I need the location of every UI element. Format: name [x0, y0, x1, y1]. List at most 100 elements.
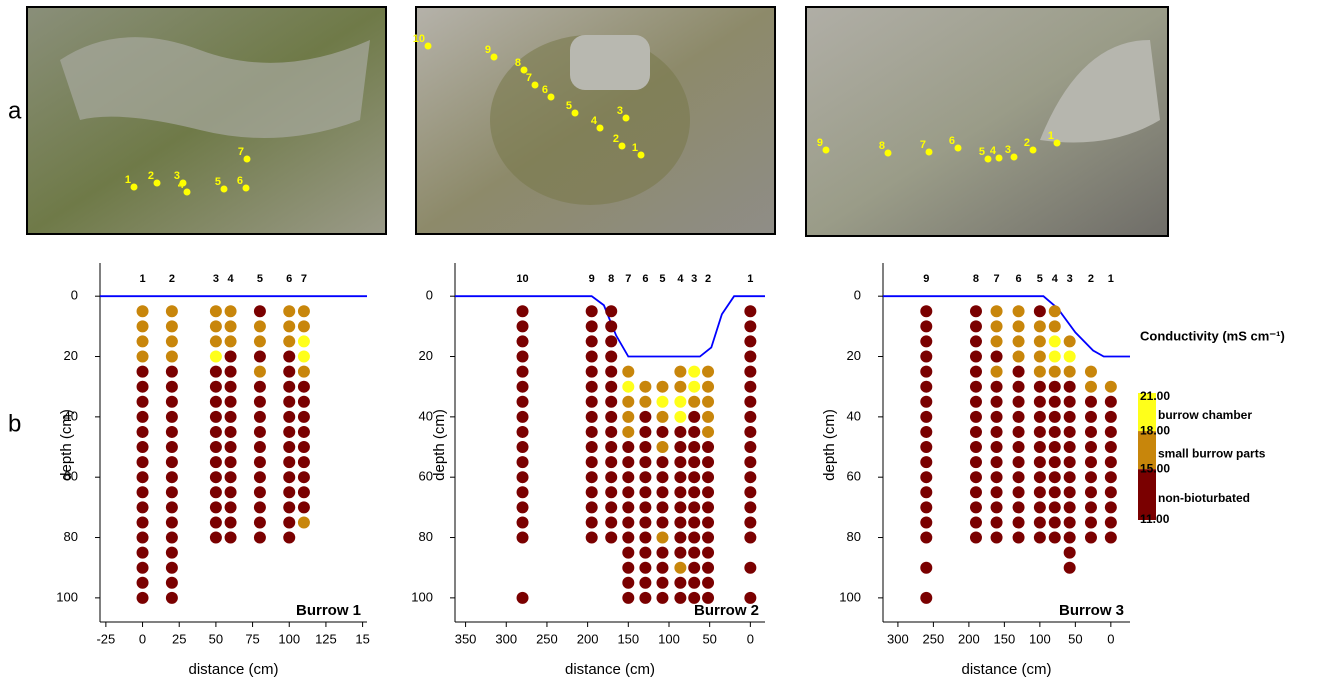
- dot: [639, 486, 652, 499]
- x-tick-label: 25: [172, 631, 186, 646]
- dot: [702, 486, 715, 499]
- dot: [283, 471, 296, 484]
- column-label: 8: [973, 273, 979, 285]
- dot: [702, 425, 715, 438]
- dot: [744, 591, 757, 604]
- dot: [283, 486, 296, 499]
- x-tick-label: 100: [278, 631, 300, 646]
- dot: [136, 335, 149, 348]
- photo-marker: [130, 183, 138, 191]
- y-tick-label: 40: [847, 408, 861, 423]
- column-label: 2: [169, 273, 175, 285]
- dot: [622, 546, 635, 559]
- dot: [920, 395, 933, 408]
- dot: [920, 425, 933, 438]
- dot: [990, 531, 1003, 544]
- photo-marker: [1010, 153, 1018, 161]
- dot: [1012, 410, 1025, 423]
- panel-label: b: [8, 410, 21, 437]
- dot: [1084, 471, 1097, 484]
- dot: [283, 425, 296, 438]
- photo-label: 6: [949, 135, 955, 147]
- chart-title: Burrow 1: [296, 602, 361, 619]
- y-tick-label: 60: [847, 469, 861, 484]
- dot: [702, 576, 715, 589]
- dot: [1104, 380, 1117, 393]
- dot: [622, 501, 635, 514]
- dot: [1033, 456, 1046, 469]
- dot: [688, 501, 701, 514]
- dot: [969, 350, 982, 363]
- dot: [297, 516, 310, 529]
- dot: [516, 471, 529, 484]
- dot: [605, 456, 618, 469]
- y-tick-label: 100: [839, 589, 861, 604]
- dot: [969, 320, 982, 333]
- dot: [253, 410, 266, 423]
- photo-label: 8: [515, 57, 521, 69]
- dot: [674, 576, 687, 589]
- photo-marker: [243, 155, 251, 163]
- dot: [1033, 441, 1046, 454]
- dot: [1012, 380, 1025, 393]
- photo-label: 6: [542, 84, 548, 96]
- dot: [622, 471, 635, 484]
- dot: [990, 410, 1003, 423]
- dot: [656, 410, 669, 423]
- dot: [585, 305, 598, 318]
- y-tick-label: 20: [64, 348, 78, 363]
- dot: [1048, 441, 1061, 454]
- dot: [656, 441, 669, 454]
- dot: [1012, 395, 1025, 408]
- dot: [688, 425, 701, 438]
- photo-marker: [622, 114, 630, 122]
- dot: [1084, 456, 1097, 469]
- dot: [702, 501, 715, 514]
- y-tick-label: 0: [71, 288, 78, 303]
- dot: [165, 335, 178, 348]
- dot: [165, 561, 178, 574]
- dot: [674, 425, 687, 438]
- dot: [1084, 410, 1097, 423]
- dot: [920, 350, 933, 363]
- dot: [283, 410, 296, 423]
- dot: [136, 546, 149, 559]
- dot: [209, 380, 222, 393]
- x-tick-label: 100: [1029, 631, 1051, 646]
- dot: [224, 350, 237, 363]
- dot: [253, 320, 266, 333]
- dot: [224, 471, 237, 484]
- y-tick-label: 40: [419, 408, 433, 423]
- dot: [297, 501, 310, 514]
- dot: [1104, 516, 1117, 529]
- dot: [253, 456, 266, 469]
- dot: [209, 486, 222, 499]
- dot: [253, 380, 266, 393]
- column-label: 1: [1108, 273, 1114, 285]
- photo-marker: [1053, 139, 1061, 147]
- column-label: 1: [139, 273, 145, 285]
- dot: [1033, 516, 1046, 529]
- dot: [605, 425, 618, 438]
- dot: [136, 395, 149, 408]
- dot: [702, 410, 715, 423]
- dot: [656, 395, 669, 408]
- dot: [283, 501, 296, 514]
- dot: [209, 531, 222, 544]
- x-tick-label: 50: [702, 631, 716, 646]
- dot: [1063, 441, 1076, 454]
- dot: [1048, 305, 1061, 318]
- photo-marker: [179, 179, 187, 187]
- dot: [1012, 456, 1025, 469]
- dot: [744, 380, 757, 393]
- dot: [1084, 365, 1097, 378]
- dot: [674, 380, 687, 393]
- column-label: 5: [659, 273, 665, 285]
- water: [1040, 40, 1160, 143]
- dot: [165, 305, 178, 318]
- dot: [1012, 441, 1025, 454]
- dot: [1048, 335, 1061, 348]
- y-tick-label: 20: [847, 348, 861, 363]
- photo-label: 9: [485, 44, 491, 56]
- dot: [920, 410, 933, 423]
